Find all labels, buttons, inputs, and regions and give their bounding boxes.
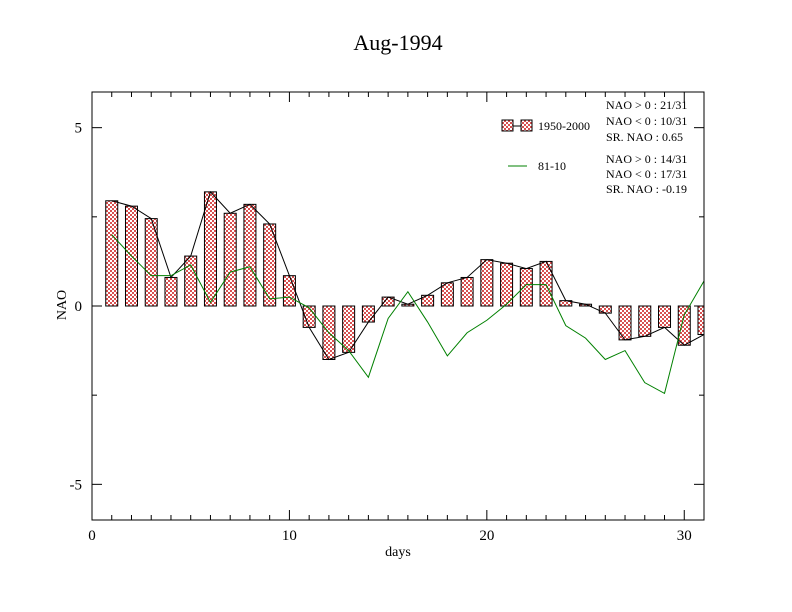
bar-day-23 [539,260,553,307]
bar-day-29 [658,305,672,328]
series-81-10-line [111,234,704,395]
bar-day-5 [184,255,198,307]
bar-day-20 [480,259,494,307]
bar-day-28 [638,305,652,337]
legend-label-81-10: 81-10 [538,159,566,173]
x-axis-label: days [385,545,411,560]
bar-day-22 [519,268,533,307]
plot-area [105,190,704,395]
y-tick-label: 5 [75,121,83,137]
bar-day-8 [243,203,257,307]
x-tick-label: 10 [282,528,297,544]
bar-day-7 [223,212,237,307]
x-tick-label: 20 [479,528,494,544]
y-axis-label: NAO [55,290,70,320]
bar-day-6 [203,191,217,307]
legend-label-1950-2000: 1950-2000 [538,119,590,133]
axes: 0 10 20 30 5 0 -5 [70,91,705,544]
bar-day-18 [440,282,454,307]
y-tick-label: 0 [75,299,83,315]
y-tick-label: -5 [70,477,83,493]
legend-swatch-1950-2000-b [520,119,533,132]
chart-title: Aug-1994 [353,30,442,55]
legend: 1950-2000 81-10 NAO > 0 : 21/31 NAO < 0 : 1… [501,98,687,196]
bar-day-10 [282,275,296,307]
stat-81-10-0: NAO > 0 : 14/31 [606,152,687,166]
stat-81-10-1: NAO < 0 : 17/31 [606,167,687,181]
x-tick-label: 30 [677,528,692,544]
x-tick-label: 0 [88,528,96,544]
bar-day-31 [697,305,704,336]
bar-day-30 [677,305,691,346]
bar-day-1 [105,200,119,307]
stat-1950-2000-2: SR. NAO : 0.65 [606,130,683,144]
stat-81-10-2: SR. NAO : -0.19 [606,182,687,196]
bar-day-14 [361,305,375,323]
bar-day-26 [598,305,612,314]
legend-swatch-1950-2000 [501,119,514,132]
stat-1950-2000-0: NAO > 0 : 21/31 [606,98,687,112]
bar-day-4 [164,276,178,307]
bar-day-19 [460,276,474,307]
stat-1950-2000-1: NAO < 0 : 10/31 [606,114,687,128]
series-1950-2000-line [111,190,704,361]
